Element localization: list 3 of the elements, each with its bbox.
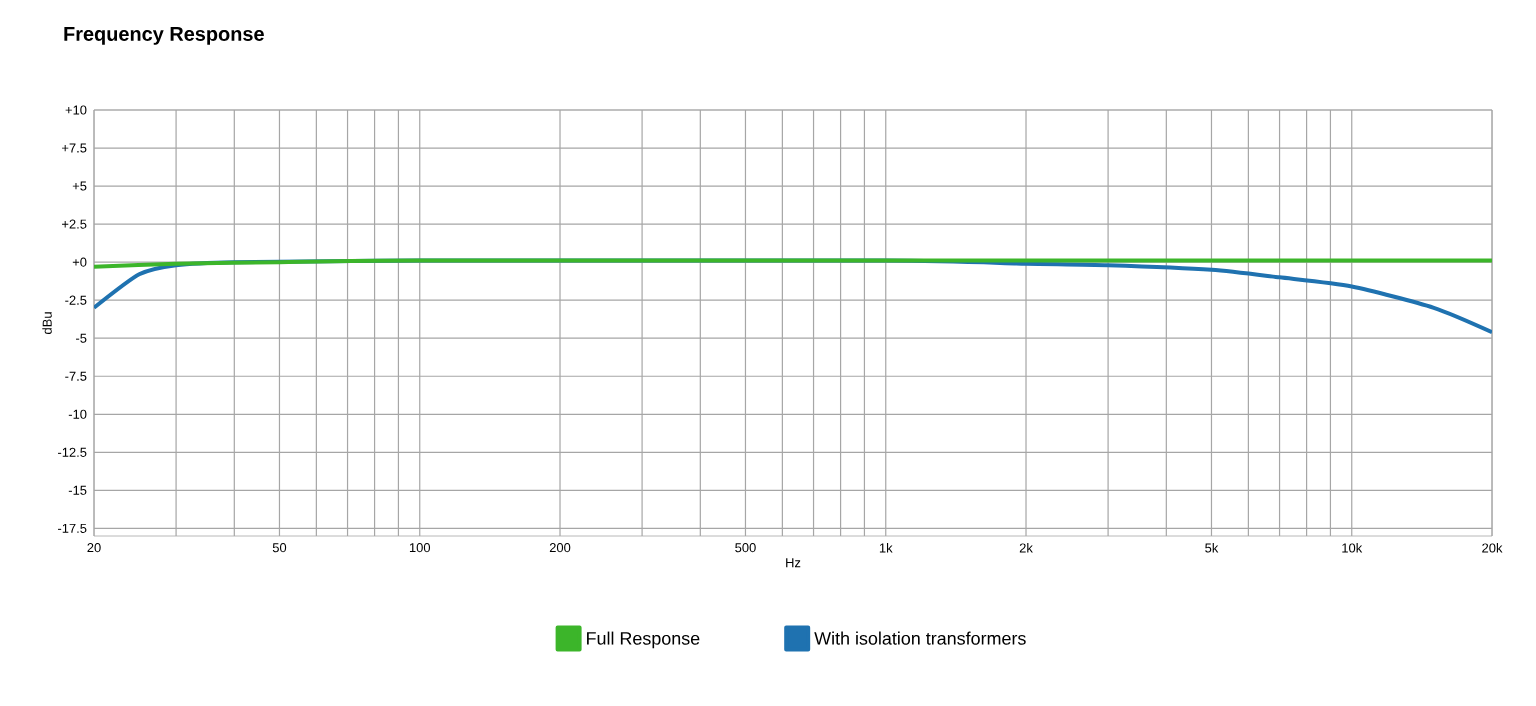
legend-label: Full Response bbox=[587, 631, 700, 649]
chart-title: Frequency Response bbox=[64, 27, 264, 45]
legend-label: With isolation transformers bbox=[814, 631, 1026, 645]
